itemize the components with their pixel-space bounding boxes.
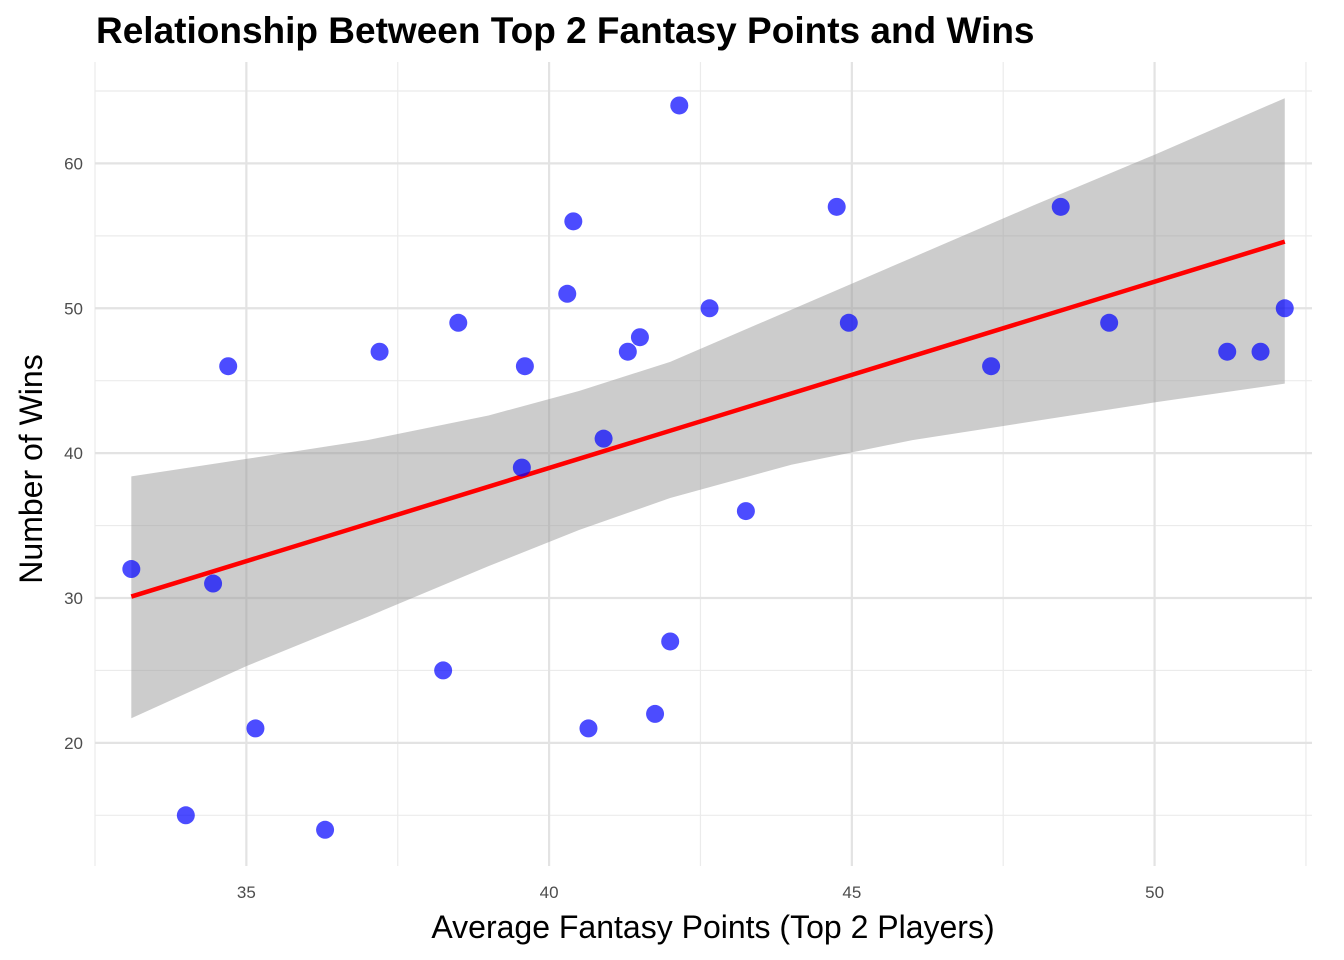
tick-labels: 35 40 45 50 20 30 40 50 60 [64, 154, 1164, 902]
data-points [122, 96, 1294, 839]
x-tick-label: 50 [1145, 883, 1164, 902]
chart-title: Relationship Between Top 2 Fantasy Point… [96, 10, 1035, 51]
y-tick-label: 50 [64, 299, 83, 318]
data-point [736, 502, 755, 521]
confidence-band [131, 98, 1285, 719]
data-point [434, 661, 453, 680]
y-tick-label: 20 [64, 734, 83, 753]
trend-line [130, 239, 1286, 599]
data-point [1218, 342, 1237, 361]
x-tick-label: 35 [237, 883, 256, 902]
regression-line [130, 239, 1286, 599]
data-point [1275, 299, 1294, 318]
data-point [982, 357, 1001, 376]
data-point [558, 284, 577, 303]
x-tick-label: 40 [540, 883, 559, 902]
data-point [594, 429, 613, 448]
data-point [512, 458, 531, 477]
confidence-band-area [131, 98, 1285, 719]
x-axis-title: Average Fantasy Points (Top 2 Players) [431, 909, 994, 945]
data-point [515, 357, 534, 376]
data-point [316, 820, 335, 839]
data-point [700, 299, 719, 318]
y-tick-label: 40 [64, 444, 83, 463]
x-tick-label: 45 [842, 883, 861, 902]
data-point [670, 96, 689, 115]
data-point [219, 357, 238, 376]
data-point [827, 197, 846, 216]
data-point [646, 704, 665, 723]
data-point [618, 342, 637, 361]
data-point [839, 313, 858, 332]
data-point [564, 212, 583, 231]
data-point [176, 806, 195, 825]
y-tick-label: 60 [64, 154, 83, 173]
data-point [246, 719, 265, 738]
data-point [661, 632, 680, 651]
data-point [1251, 342, 1270, 361]
data-point [204, 574, 223, 593]
data-point [579, 719, 598, 738]
y-tick-label: 30 [64, 589, 83, 608]
y-axis-title: Number of Wins [13, 354, 49, 583]
data-point [630, 328, 649, 347]
data-point [1100, 313, 1119, 332]
data-point [122, 560, 141, 579]
data-point [449, 313, 468, 332]
data-point [1051, 197, 1070, 216]
data-point [370, 342, 389, 361]
